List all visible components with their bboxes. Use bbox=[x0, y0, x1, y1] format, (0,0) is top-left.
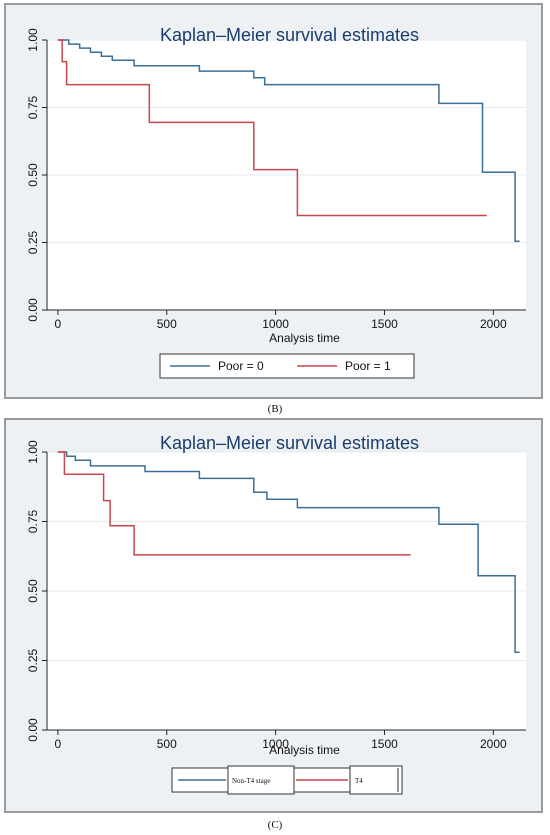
x-axis-label: Analysis time bbox=[269, 331, 340, 345]
y-tick-label: 0.00 bbox=[26, 718, 40, 742]
x-tick-label: 2000 bbox=[480, 737, 507, 751]
y-tick-label: 0.50 bbox=[26, 163, 40, 187]
legend-label-box bbox=[227, 765, 295, 795]
legend-label: T4 bbox=[355, 777, 363, 785]
y-tick-label: 0.50 bbox=[26, 579, 40, 603]
chart-title: Kaplan–Meier survival estimates bbox=[160, 433, 419, 453]
chart-title: Kaplan–Meier survival estimates bbox=[160, 25, 419, 45]
x-tick-label: 0 bbox=[55, 737, 62, 751]
series-line-0 bbox=[57, 39, 520, 242]
y-tick-label: 0.25 bbox=[26, 230, 40, 254]
legend: Poor = 0 Poor = 1 bbox=[159, 353, 415, 379]
chart-panel-1: 0.00 0.25 0.50 0.75 1.00 0 500 1000 1500 2000 Kapl… bbox=[4, 418, 543, 813]
legend: Non-T4 stage T4 bbox=[171, 765, 403, 795]
series-line-1 bbox=[57, 451, 411, 556]
x-tick-label: 1500 bbox=[371, 317, 398, 331]
x-tick-label: 500 bbox=[157, 737, 177, 751]
y-tick-label: 0.75 bbox=[26, 509, 40, 533]
series-line-0 bbox=[57, 451, 520, 653]
x-tick-label: 1000 bbox=[262, 737, 289, 751]
legend-label: Non-T4 stage bbox=[232, 777, 270, 785]
x-tick-label: 0 bbox=[55, 317, 62, 331]
legend-label-box bbox=[349, 765, 403, 795]
x-tick-label: 1500 bbox=[371, 737, 398, 751]
x-tick-label: 500 bbox=[157, 317, 177, 331]
x-axis-label: Analysis time bbox=[269, 743, 340, 757]
y-tick-label: 1.00 bbox=[26, 28, 40, 52]
x-tick-label: 1000 bbox=[262, 317, 289, 331]
figure-caption: (C) bbox=[268, 819, 283, 831]
y-tick-label: 0.00 bbox=[26, 298, 40, 322]
series-line-1 bbox=[57, 39, 487, 217]
figure-caption: (B) bbox=[268, 403, 283, 415]
x-tick-label: 2000 bbox=[480, 317, 507, 331]
legend-label: Poor = 0 bbox=[218, 359, 264, 373]
y-tick-label: 1.00 bbox=[26, 440, 40, 464]
y-tick-label: 0.25 bbox=[26, 648, 40, 672]
y-tick-label: 0.75 bbox=[26, 95, 40, 119]
legend-label: Poor = 1 bbox=[345, 359, 391, 373]
chart-panel-0: 0.00 0.25 0.50 0.75 1.00 0 500 1000 1500 2000 Kapl… bbox=[4, 3, 543, 399]
